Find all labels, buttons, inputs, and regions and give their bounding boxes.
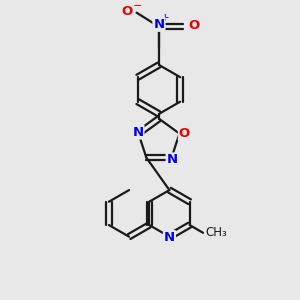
Text: O: O bbox=[188, 19, 200, 32]
Text: −: − bbox=[133, 1, 142, 11]
Text: CH₃: CH₃ bbox=[206, 226, 227, 239]
Text: N: N bbox=[132, 126, 143, 139]
Text: +: + bbox=[161, 13, 170, 23]
Text: N: N bbox=[164, 231, 175, 244]
Text: N: N bbox=[153, 18, 164, 31]
Text: O: O bbox=[179, 127, 190, 140]
Text: O: O bbox=[122, 5, 133, 18]
Text: N: N bbox=[167, 154, 178, 166]
